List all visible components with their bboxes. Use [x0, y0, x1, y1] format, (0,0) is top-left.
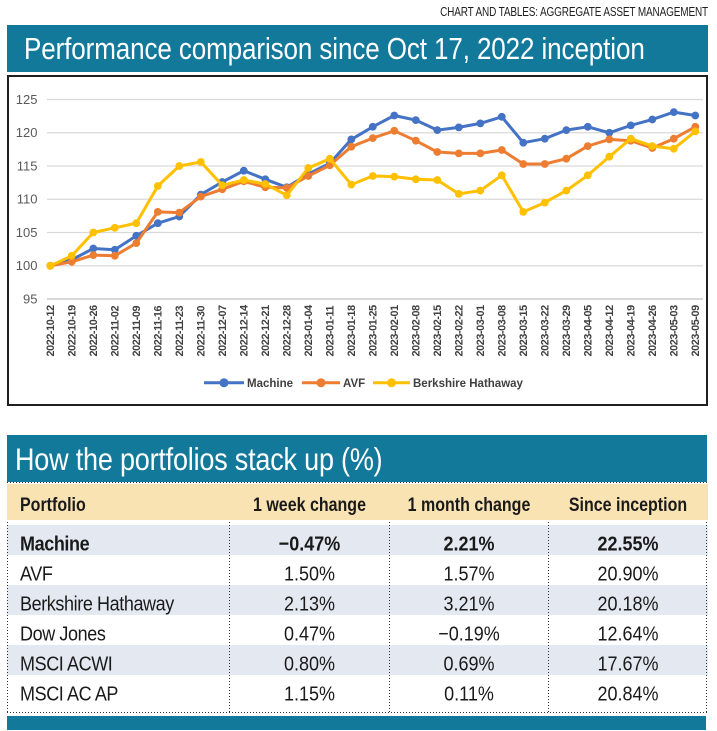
svg-text:2022-11-30: 2022-11-30 [196, 305, 208, 356]
svg-text:95: 95 [23, 291, 37, 306]
svg-text:2023-03-22: 2023-03-22 [540, 305, 552, 357]
svg-text:2023-04-05: 2023-04-05 [583, 305, 595, 357]
svg-text:2022-10-12: 2022-10-12 [45, 305, 57, 357]
svg-text:2022-12-07: 2022-12-07 [217, 305, 229, 357]
svg-text:2023-01-11: 2023-01-11 [325, 305, 337, 356]
svg-text:2022-11-09: 2022-11-09 [131, 305, 143, 356]
svg-text:AVF: AVF [343, 378, 365, 390]
svg-text:2023-01-04: 2023-01-04 [303, 305, 315, 357]
svg-text:125: 125 [16, 92, 38, 107]
svg-text:2023-03-01: 2023-03-01 [475, 305, 487, 357]
svg-text:110: 110 [17, 192, 38, 207]
svg-text:2022-11-16: 2022-11-16 [153, 305, 165, 356]
svg-text:2023-02-01: 2023-02-01 [389, 305, 401, 357]
svg-text:2023-02-15: 2023-02-15 [432, 305, 444, 357]
svg-text:2023-03-29: 2023-03-29 [561, 305, 573, 357]
svg-text:2023-05-03: 2023-05-03 [669, 305, 681, 357]
svg-text:2023-04-12: 2023-04-12 [604, 305, 616, 357]
svg-text:2022-11-23: 2022-11-23 [174, 305, 186, 356]
svg-text:105: 105 [16, 225, 38, 240]
svg-text:115: 115 [17, 158, 38, 173]
svg-text:Berkshire Hathaway: Berkshire Hathaway [413, 378, 524, 390]
svg-text:2022-12-28: 2022-12-28 [282, 305, 294, 357]
svg-text:2023-03-08: 2023-03-08 [497, 305, 509, 357]
svg-text:2022-12-14: 2022-12-14 [239, 305, 251, 357]
svg-text:120: 120 [16, 125, 38, 140]
svg-text:2023-04-26: 2023-04-26 [647, 305, 659, 357]
svg-text:Machine: Machine [247, 378, 293, 390]
svg-text:2022-11-02: 2022-11-02 [110, 305, 122, 356]
svg-text:2023-01-25: 2023-01-25 [368, 305, 380, 357]
svg-text:100: 100 [16, 258, 38, 273]
svg-text:2023-02-22: 2023-02-22 [454, 305, 466, 357]
svg-text:2022-10-19: 2022-10-19 [67, 305, 79, 357]
svg-text:2022-10-26: 2022-10-26 [88, 305, 100, 357]
svg-text:2023-03-15: 2023-03-15 [518, 305, 530, 357]
svg-text:2023-04-19: 2023-04-19 [626, 305, 638, 357]
svg-text:2023-02-08: 2023-02-08 [411, 305, 423, 357]
svg-text:2023-05-09: 2023-05-09 [690, 305, 702, 357]
svg-text:2022-12-21: 2022-12-21 [260, 305, 272, 357]
svg-text:2023-01-18: 2023-01-18 [346, 305, 358, 357]
